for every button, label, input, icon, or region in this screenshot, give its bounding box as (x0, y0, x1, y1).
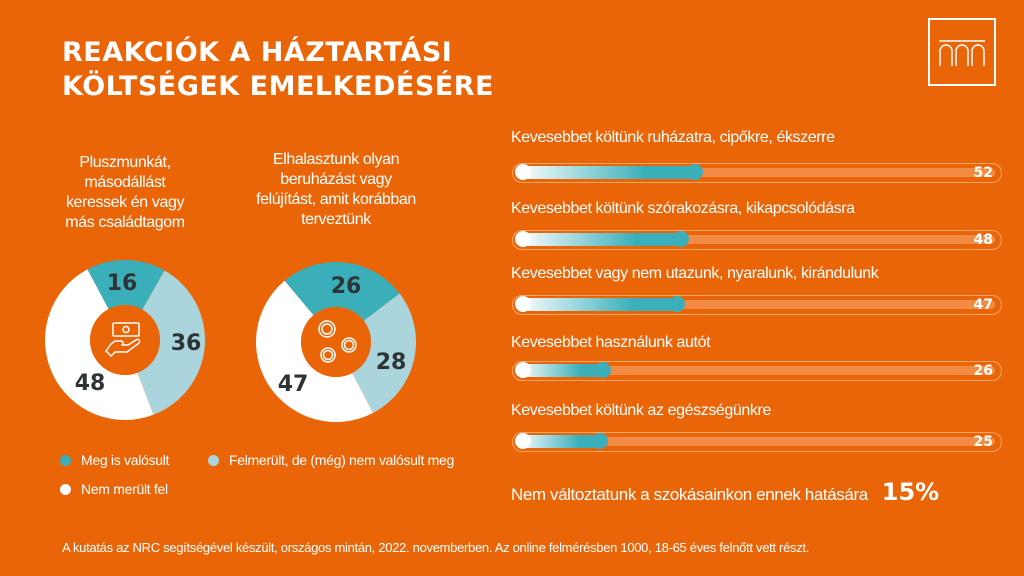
donut-1-title: Pluszmunkát, másodállást keressek én vag… (40, 153, 210, 233)
track-background (519, 366, 995, 375)
title-line: másodállást (84, 174, 166, 191)
donut-slice (137, 270, 206, 415)
bar-label: Kevesebbet használunk autót (511, 334, 711, 351)
bar-value: 47 (973, 297, 993, 313)
title-line: más családtagom (65, 214, 185, 231)
title-line: beruházást vagy (280, 171, 392, 188)
data-label: 36 (171, 331, 202, 356)
arches-logo-icon (939, 40, 985, 66)
teal-dot-icon (60, 454, 71, 466)
bar-start-knob (515, 433, 531, 449)
legend-label: Nem merült fel (81, 481, 168, 497)
donut-2-title: Elhalasztunk olyan beruházást vagy felúj… (250, 150, 422, 230)
no-change-value: 15% (881, 478, 940, 506)
bar-value: 52 (973, 165, 993, 181)
donut-hole (90, 305, 160, 375)
legend-item: Felmerült, de (még) nem valósult meg (208, 452, 454, 468)
title-line-2: KÖLTSÉGEK EMELKEDÉSÉRE (62, 71, 494, 102)
data-label: 48 (75, 371, 106, 396)
donut-slice (87, 260, 165, 310)
donut-hole (301, 307, 371, 377)
donut-chart-2: 26 28 47 (256, 262, 416, 422)
footnote: A kutatás az NRC segítségével készült, o… (62, 540, 810, 555)
track-background (519, 168, 995, 177)
bar-value: 48 (973, 232, 993, 248)
bar-start-knob (515, 231, 531, 247)
title-line: Pluszmunkát, (79, 154, 171, 171)
bar-fill (517, 435, 606, 448)
bar-label: Kevesebbet költünk az egészségünkre (511, 402, 771, 419)
bar-fill (517, 166, 702, 179)
bar-track: 47 (512, 295, 1002, 315)
donut-slice (284, 262, 400, 321)
legend-item: Nem merült fel (60, 481, 168, 497)
hand-money-icon (105, 322, 141, 358)
bar-start-knob (515, 296, 531, 312)
bar-track: 48 (512, 230, 1002, 250)
bar-value: 25 (973, 434, 993, 450)
bar-end-knob (672, 231, 689, 247)
bar-end-knob (687, 164, 704, 180)
title-line-1: REAKCIÓK A HÁZTARTÁSI (62, 37, 453, 68)
coins-icon (318, 320, 357, 363)
page-title: REAKCIÓK A HÁZTARTÁSI KÖLTSÉGEK EMELKEDÉ… (62, 36, 494, 104)
title-line: Elhalasztunk olyan (272, 151, 400, 168)
title-line: terveztünk (301, 211, 371, 228)
bar-label: Kevesebbet költünk szórakozásra, kikapcs… (511, 200, 855, 217)
bar-label: Kevesebbet költünk ruházatra, cipőkre, é… (511, 129, 835, 146)
data-label: 47 (278, 372, 309, 397)
white-dot-icon (60, 483, 71, 495)
bar-fill (517, 298, 684, 311)
title-line: keressek én vagy (65, 194, 185, 211)
bar-track: 26 (512, 361, 1002, 381)
donut-slice (44, 269, 154, 420)
legend-label: Meg is valósult (81, 452, 170, 468)
donut-slice (352, 293, 416, 413)
data-label: 16 (107, 271, 138, 296)
bar-end-knob (591, 433, 608, 449)
no-change-row: Nem változtatunk a szokásainkon ennek ha… (511, 478, 939, 506)
legend-item: Meg is valósult (60, 452, 169, 468)
bank-logo (928, 18, 996, 86)
bar-fill (517, 233, 687, 246)
donut-slice (256, 280, 373, 422)
track-background (519, 437, 995, 446)
title-line: felújítást, amit korábban (256, 191, 416, 208)
bar-end-knob (669, 296, 686, 312)
data-label: 26 (331, 274, 362, 299)
bar-start-knob (515, 164, 531, 180)
track-background (519, 235, 995, 244)
bar-end-knob (595, 362, 612, 378)
bar-start-knob (515, 362, 531, 378)
bar-value: 26 (973, 363, 993, 379)
donut-chart-1: 16 36 48 (44, 260, 206, 420)
bar-track: 25 (512, 432, 1002, 452)
track-background (519, 300, 995, 309)
data-label: 28 (376, 350, 407, 375)
legend-label: Felmerült, de (még) nem valósult meg (229, 452, 454, 468)
bar-fill (517, 364, 610, 377)
no-change-label: Nem változtatunk a szokásainkon ennek ha… (511, 485, 868, 504)
bar-track: 52 (512, 163, 1002, 183)
bar-label: Kevesebbet vagy nem utazunk, nyaralunk, … (511, 265, 879, 282)
light-blue-dot-icon (208, 454, 219, 466)
